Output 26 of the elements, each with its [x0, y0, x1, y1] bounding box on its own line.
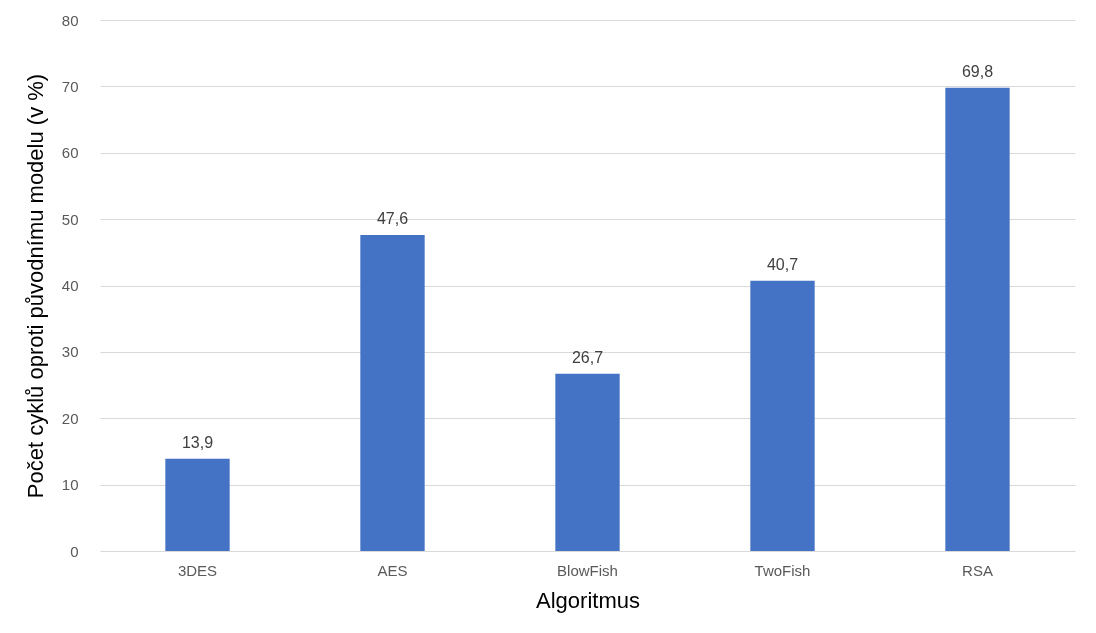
bar [945, 87, 1010, 551]
x-tick-label: RSA [962, 561, 993, 579]
bar [750, 280, 815, 551]
x-axis-title: Algoritmus [536, 587, 640, 613]
y-axis-title: Počet cyklů oproti původnímu modelu (v %) [22, 73, 48, 499]
data-label: 69,8 [961, 62, 994, 80]
x-tick-label: AES [377, 561, 408, 579]
y-tick-label: 80 [61, 11, 79, 29]
y-tick-label: 70 [61, 77, 79, 95]
data-label: 13,9 [181, 433, 214, 451]
bar [165, 458, 230, 551]
bar [360, 235, 425, 551]
y-tick-label: 50 [61, 210, 79, 228]
y-tick-label: 0 [70, 542, 79, 560]
y-tick-label: 30 [61, 343, 79, 361]
x-tick-label: BlowFish [557, 561, 618, 579]
y-tick-label: 60 [61, 144, 79, 162]
bar [555, 373, 620, 551]
data-label: 47,6 [376, 210, 409, 228]
x-tick-label: 3DES [177, 561, 218, 579]
data-label: 26,7 [571, 348, 604, 366]
x-tick-label: TwoFish [754, 561, 811, 579]
y-tick-label: 20 [61, 409, 79, 427]
y-tick-label: 10 [61, 476, 79, 494]
data-label: 40,7 [766, 255, 799, 273]
y-tick-label: 40 [61, 277, 79, 294]
